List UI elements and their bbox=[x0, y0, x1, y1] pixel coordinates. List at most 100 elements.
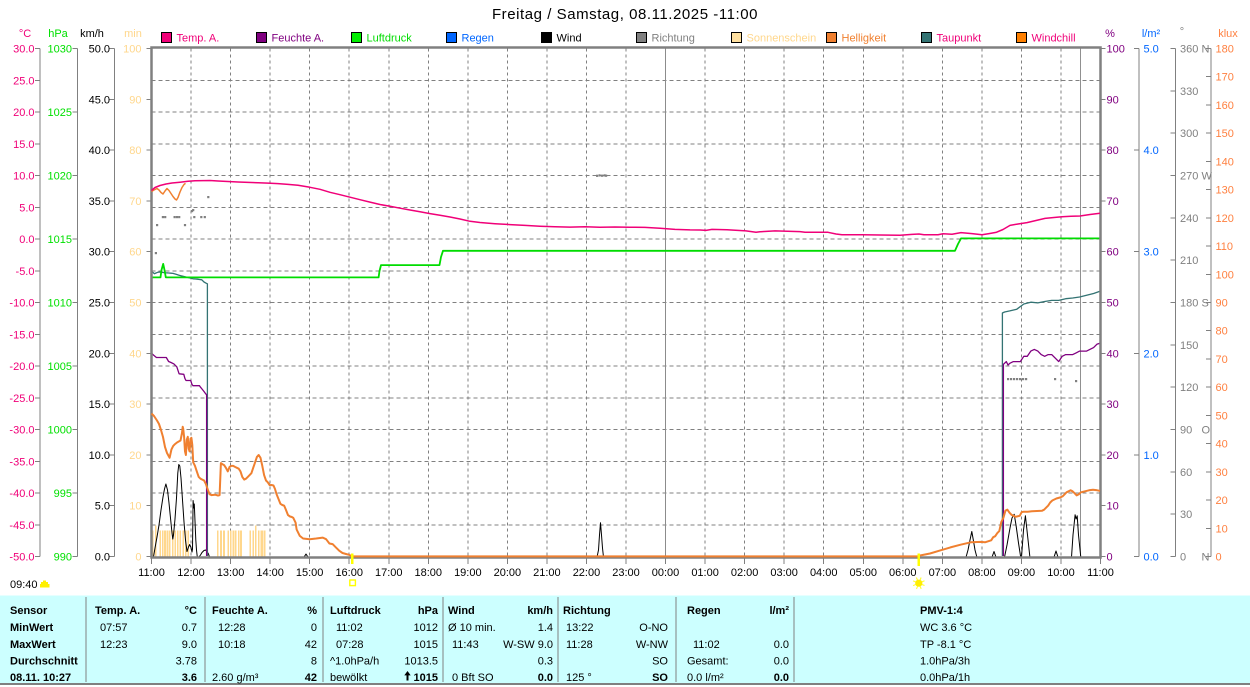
svg-text:Feuchte A.: Feuchte A. bbox=[272, 33, 325, 45]
svg-text:990: 990 bbox=[54, 552, 72, 564]
svg-text:Richtung: Richtung bbox=[652, 33, 695, 45]
svg-text:15:00: 15:00 bbox=[296, 567, 324, 579]
svg-text:1015: 1015 bbox=[414, 639, 438, 651]
svg-text:05:00: 05:00 bbox=[849, 567, 877, 579]
svg-text:min: min bbox=[124, 28, 142, 40]
svg-text:80: 80 bbox=[1216, 326, 1228, 338]
svg-text:60: 60 bbox=[1107, 247, 1119, 259]
svg-text:hPa: hPa bbox=[418, 605, 439, 617]
svg-text:Temp. A.: Temp. A. bbox=[177, 33, 220, 45]
svg-text:3.78: 3.78 bbox=[176, 656, 197, 668]
svg-text:120: 120 bbox=[1216, 213, 1234, 225]
svg-text:21:00: 21:00 bbox=[533, 567, 561, 579]
svg-text:13:00: 13:00 bbox=[217, 567, 245, 579]
svg-text:0.0: 0.0 bbox=[774, 656, 789, 668]
svg-text:S: S bbox=[1202, 298, 1209, 310]
svg-text:O: O bbox=[1202, 425, 1211, 437]
svg-text:35.0: 35.0 bbox=[89, 196, 110, 208]
svg-text:0.0hPa/1h: 0.0hPa/1h bbox=[920, 672, 970, 684]
svg-text:10: 10 bbox=[1216, 523, 1228, 535]
svg-text:Richtung: Richtung bbox=[563, 605, 611, 617]
svg-text:N: N bbox=[1202, 44, 1210, 56]
svg-text:1015: 1015 bbox=[48, 234, 72, 246]
svg-text:°: ° bbox=[1180, 26, 1184, 38]
svg-text:20.0: 20.0 bbox=[89, 348, 110, 360]
svg-text:100: 100 bbox=[123, 44, 141, 56]
svg-text:15.0: 15.0 bbox=[13, 139, 34, 151]
svg-text:-10.0: -10.0 bbox=[9, 298, 34, 310]
svg-text:23:00: 23:00 bbox=[612, 567, 640, 579]
svg-text:150: 150 bbox=[1216, 128, 1234, 140]
svg-text:90: 90 bbox=[1180, 425, 1192, 437]
svg-text:hPa: hPa bbox=[48, 28, 68, 40]
svg-text:06:00: 06:00 bbox=[889, 567, 917, 579]
svg-text:-30.0: -30.0 bbox=[9, 425, 34, 437]
svg-text:Gesamt:: Gesamt: bbox=[687, 656, 729, 668]
svg-text:3.6: 3.6 bbox=[182, 672, 197, 684]
svg-text:20: 20 bbox=[1216, 495, 1228, 507]
svg-text:0: 0 bbox=[1180, 552, 1186, 564]
svg-text:-50.0: -50.0 bbox=[9, 552, 34, 564]
svg-text:40: 40 bbox=[129, 348, 141, 360]
svg-text:42: 42 bbox=[305, 672, 317, 684]
svg-text:0: 0 bbox=[1107, 552, 1113, 564]
svg-text:995: 995 bbox=[54, 488, 72, 500]
svg-text:2.60 g/m³: 2.60 g/m³ bbox=[212, 672, 259, 684]
svg-text:90: 90 bbox=[129, 94, 141, 106]
svg-text:0: 0 bbox=[1216, 552, 1222, 564]
svg-text:0.0: 0.0 bbox=[538, 672, 553, 684]
svg-text:1013.5: 1013.5 bbox=[404, 656, 438, 668]
svg-text:-35.0: -35.0 bbox=[9, 456, 34, 468]
svg-text:30: 30 bbox=[1107, 399, 1119, 411]
svg-text:130: 130 bbox=[1216, 185, 1234, 197]
svg-text:19:00: 19:00 bbox=[454, 567, 482, 579]
svg-text:09:00: 09:00 bbox=[1008, 567, 1036, 579]
svg-text:00:00: 00:00 bbox=[652, 567, 680, 579]
svg-text:20.0: 20.0 bbox=[13, 107, 34, 119]
svg-text:18:00: 18:00 bbox=[415, 567, 443, 579]
svg-text:-15.0: -15.0 bbox=[9, 329, 34, 341]
svg-text:40: 40 bbox=[1216, 439, 1228, 451]
svg-text:Regen: Regen bbox=[687, 605, 721, 617]
svg-text:0.0: 0.0 bbox=[1144, 552, 1159, 564]
svg-text:120: 120 bbox=[1180, 382, 1198, 394]
svg-text:70: 70 bbox=[1107, 196, 1119, 208]
svg-text:Sensor: Sensor bbox=[10, 605, 48, 617]
svg-text:140: 140 bbox=[1216, 156, 1234, 168]
svg-text:07:00: 07:00 bbox=[929, 567, 957, 579]
svg-text:4.0: 4.0 bbox=[1144, 145, 1159, 157]
svg-text:O-NO: O-NO bbox=[639, 622, 668, 634]
svg-text:08.11. 10:27: 08.11. 10:27 bbox=[10, 672, 71, 684]
svg-text:13:22: 13:22 bbox=[566, 622, 594, 634]
svg-text:270: 270 bbox=[1180, 171, 1198, 183]
svg-text:150: 150 bbox=[1180, 340, 1198, 352]
svg-text:0: 0 bbox=[311, 622, 317, 634]
svg-text:Wind: Wind bbox=[448, 605, 475, 617]
svg-text:20:00: 20:00 bbox=[494, 567, 522, 579]
svg-text:30: 30 bbox=[129, 399, 141, 411]
svg-text:170: 170 bbox=[1216, 72, 1234, 84]
svg-text:60: 60 bbox=[1216, 382, 1228, 394]
svg-text:12:28: 12:28 bbox=[218, 622, 246, 634]
svg-text:10:18: 10:18 bbox=[218, 639, 246, 651]
svg-text:%: % bbox=[307, 605, 317, 617]
svg-text:0.0 l/m²: 0.0 l/m² bbox=[687, 672, 724, 684]
svg-text:l/m²: l/m² bbox=[1142, 28, 1161, 40]
svg-text:11:00: 11:00 bbox=[1087, 567, 1114, 579]
svg-text:W-NW: W-NW bbox=[636, 639, 669, 651]
svg-text:Windchill: Windchill bbox=[1032, 33, 1076, 45]
svg-text:1005: 1005 bbox=[48, 361, 72, 373]
svg-text:2.0: 2.0 bbox=[1144, 348, 1159, 360]
svg-text:11:02: 11:02 bbox=[336, 622, 363, 634]
svg-text:Luftdruck: Luftdruck bbox=[367, 33, 413, 45]
svg-text:30.0: 30.0 bbox=[89, 247, 110, 259]
svg-text:N: N bbox=[1202, 552, 1210, 564]
svg-text:0.0: 0.0 bbox=[774, 672, 789, 684]
svg-text:Ø 10 min.: Ø 10 min. bbox=[448, 622, 496, 634]
svg-text:80: 80 bbox=[129, 145, 141, 157]
svg-text:30: 30 bbox=[1216, 467, 1228, 479]
svg-text:Regen: Regen bbox=[462, 33, 494, 45]
svg-text:90: 90 bbox=[1216, 298, 1228, 310]
svg-text:1000: 1000 bbox=[48, 425, 72, 437]
svg-text:11:00: 11:00 bbox=[138, 567, 165, 579]
